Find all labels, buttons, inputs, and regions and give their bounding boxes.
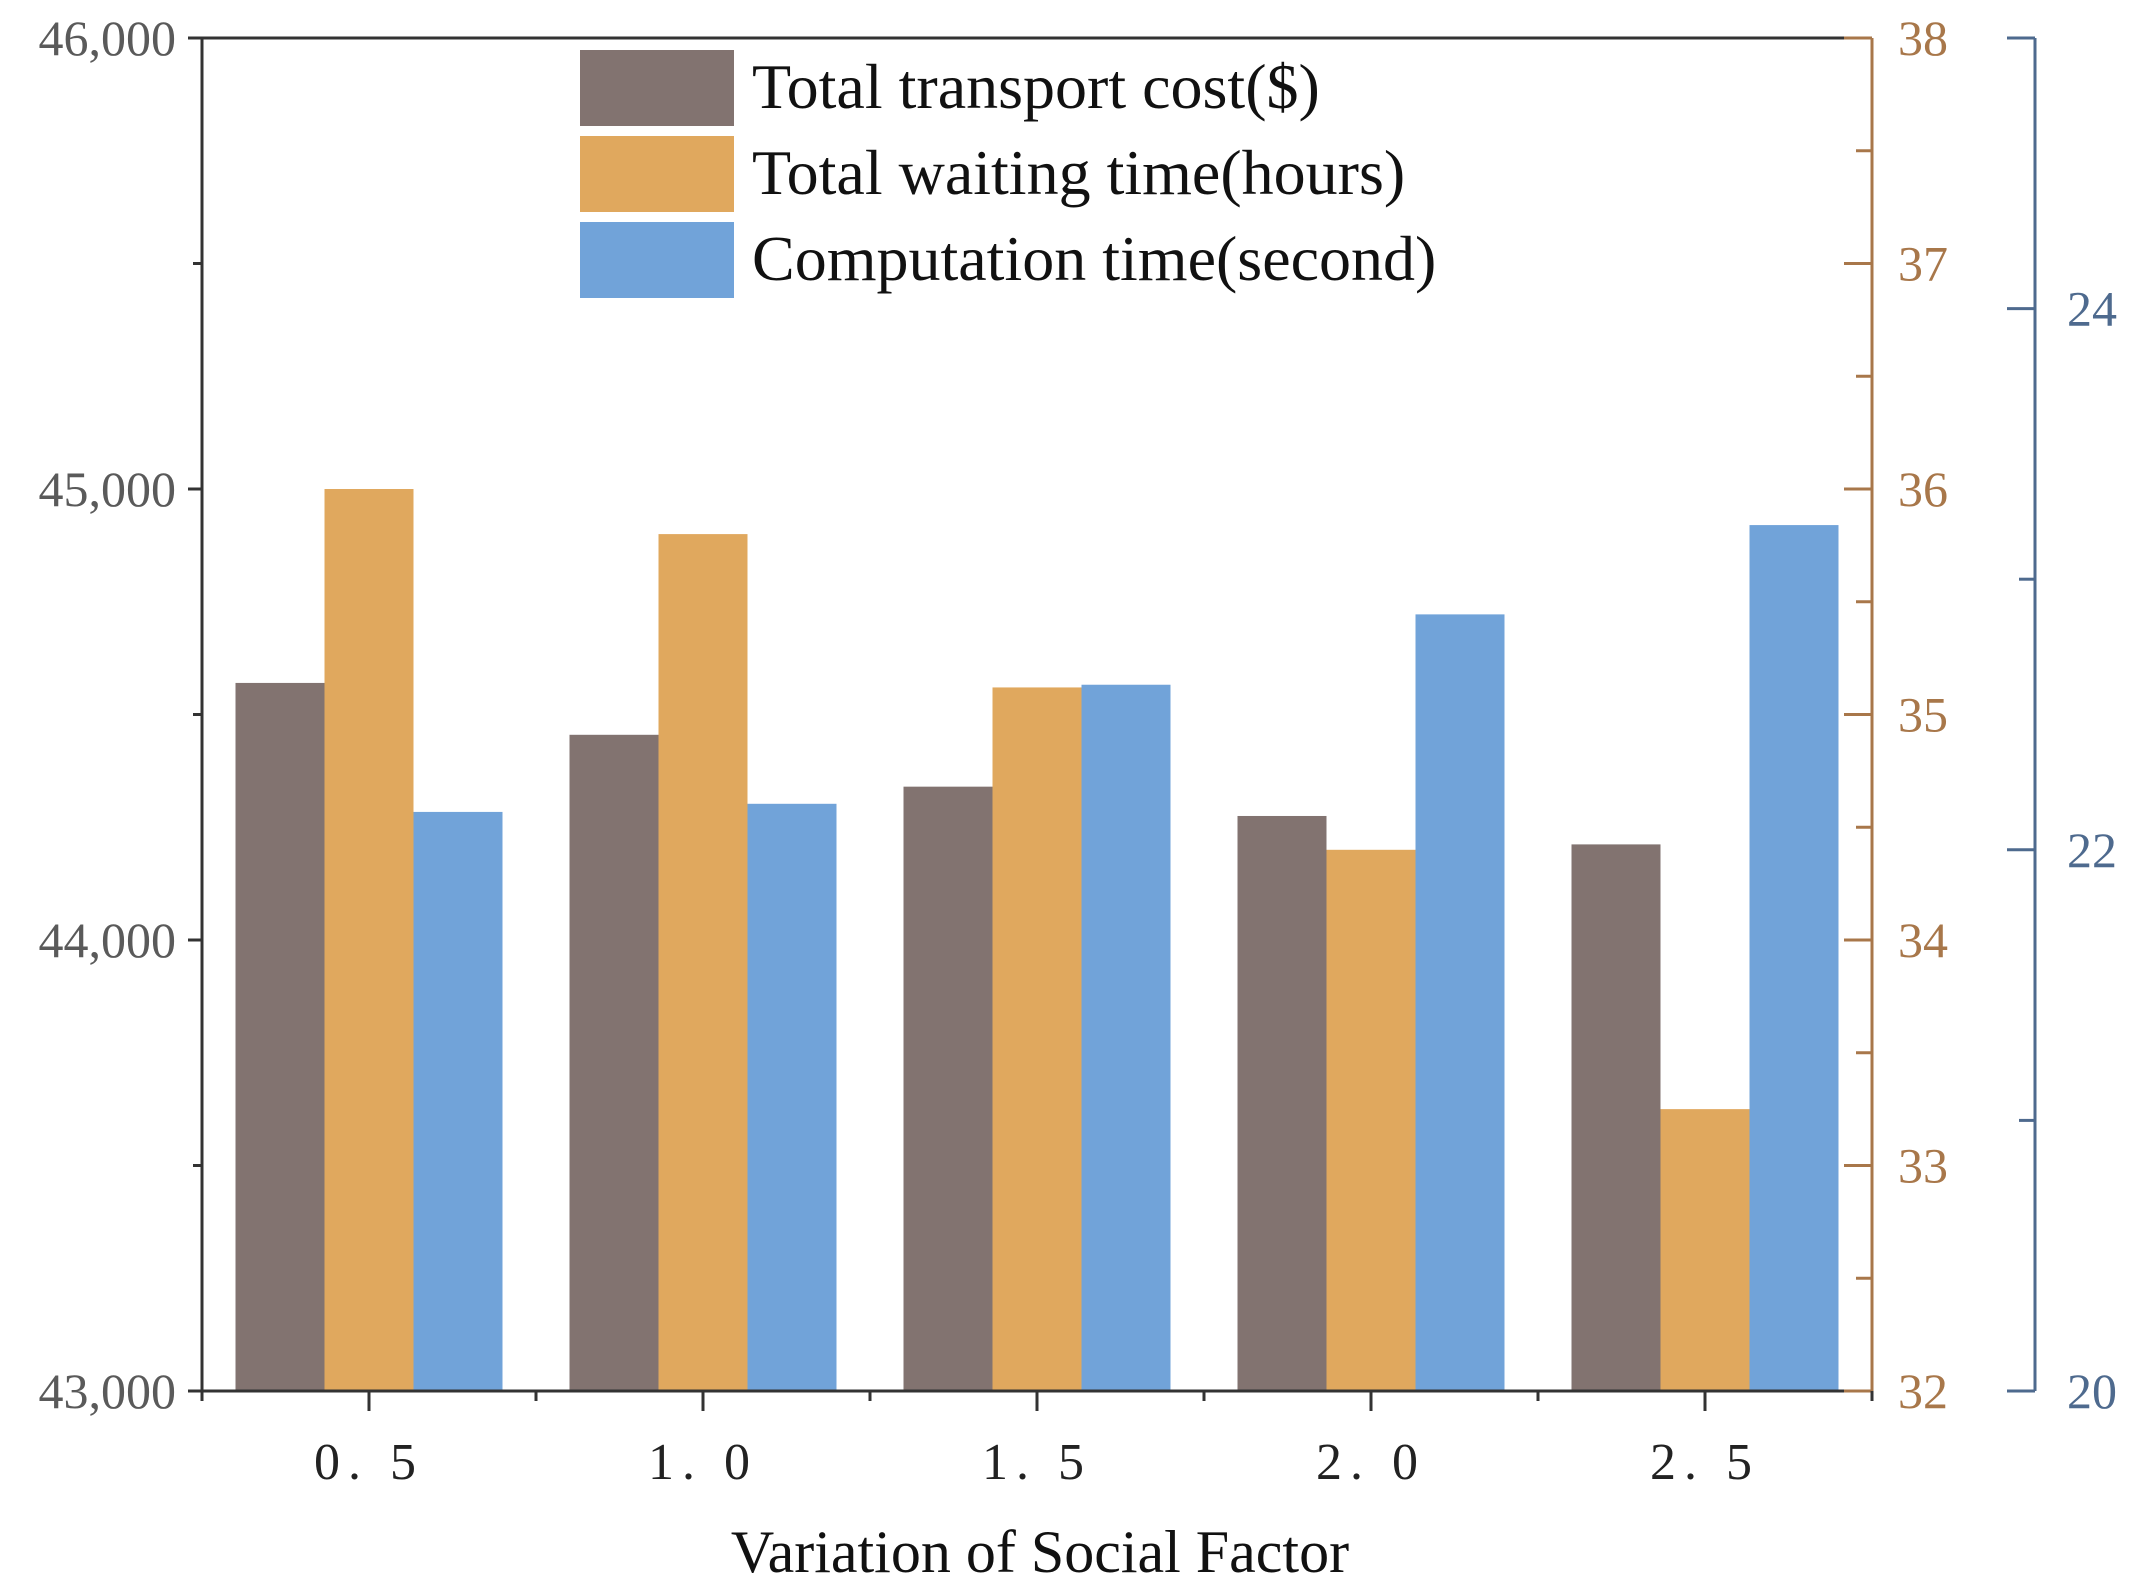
x-tick-label: 2. 5 bbox=[1650, 1434, 1760, 1491]
bar-waiting-time-2 bbox=[658, 534, 748, 1391]
bar-waiting-time-4 bbox=[1326, 849, 1416, 1391]
bar-waiting-time-5 bbox=[1660, 1109, 1750, 1391]
bar-transport-cost-5 bbox=[1571, 844, 1661, 1391]
bar-transport-cost-3 bbox=[903, 786, 993, 1391]
right-computation-tick-label: 20 bbox=[2067, 1363, 2117, 1419]
bar-computation-time-3 bbox=[1081, 684, 1171, 1391]
bar-transport-cost-1 bbox=[235, 682, 325, 1391]
legend-swatch bbox=[580, 136, 734, 212]
legend-label: Total waiting time(hours) bbox=[752, 137, 1405, 208]
right-waiting-tick-label: 38 bbox=[1898, 10, 1948, 66]
legend-swatch bbox=[580, 222, 734, 298]
legend-label: Total transport cost($) bbox=[752, 51, 1320, 122]
left-tick-label: 46,000 bbox=[39, 10, 177, 66]
x-tick-label: 2. 0 bbox=[1316, 1434, 1426, 1491]
left-tick-label: 44,000 bbox=[39, 912, 177, 968]
bar-transport-cost-4 bbox=[1237, 815, 1327, 1391]
x-tick-label: 1. 0 bbox=[648, 1434, 758, 1491]
right-waiting-tick-label: 36 bbox=[1898, 461, 1948, 517]
right-computation-tick-label: 22 bbox=[2067, 822, 2117, 878]
right-computation-tick-label: 24 bbox=[2067, 281, 2117, 337]
bar-computation-time-5 bbox=[1749, 525, 1839, 1391]
axes-layer: 43,000 44,000 45,000 46,000 32 33 34 35 36 37 38 20… bbox=[39, 10, 2118, 1419]
right-waiting-tick-label: 32 bbox=[1898, 1363, 1948, 1419]
legend-swatch bbox=[580, 50, 734, 126]
left-tick-label: 45,000 bbox=[39, 461, 177, 517]
bar-waiting-time-3 bbox=[992, 687, 1082, 1391]
right-waiting-tick-label: 37 bbox=[1898, 236, 1948, 292]
bar-computation-time-1 bbox=[413, 811, 503, 1391]
legend-label: Computation time(second) bbox=[752, 223, 1436, 294]
x-tick-labels: 0. 5 1. 0 1. 5 2. 0 2. 5 bbox=[200, 1391, 1874, 1491]
x-tick-label: 1. 5 bbox=[982, 1434, 1092, 1491]
bar-computation-time-2 bbox=[747, 803, 837, 1391]
x-tick-label: 0. 5 bbox=[314, 1434, 424, 1491]
right-waiting-tick-label: 34 bbox=[1898, 912, 1948, 968]
legend: Total transport cost($) Total waiting tim… bbox=[580, 50, 1436, 298]
right-waiting-tick-label: 33 bbox=[1898, 1138, 1948, 1194]
left-tick-label: 43,000 bbox=[39, 1363, 177, 1419]
bar-waiting-time-1 bbox=[324, 489, 414, 1391]
bar-computation-time-4 bbox=[1415, 614, 1505, 1391]
bar-transport-cost-2 bbox=[569, 734, 659, 1391]
x-axis-label: Variation of Social Factor bbox=[731, 1519, 1349, 1585]
right-waiting-tick-label: 35 bbox=[1898, 687, 1948, 743]
bars-layer bbox=[235, 489, 1839, 1391]
